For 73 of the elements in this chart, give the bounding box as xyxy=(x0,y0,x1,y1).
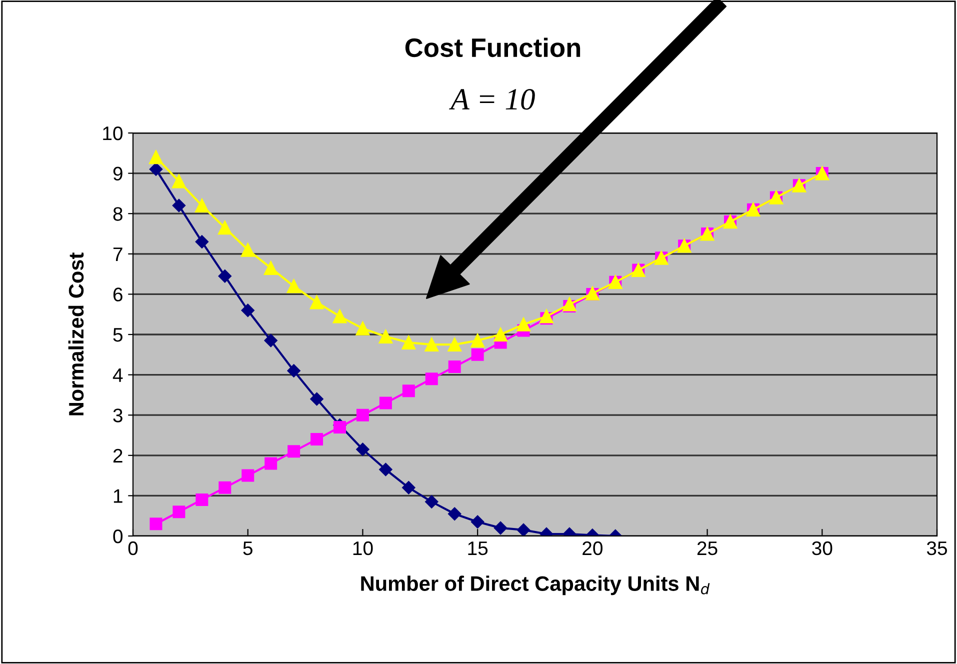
point xyxy=(172,506,186,518)
y-tick-label: 0 xyxy=(113,529,123,544)
x-tick-label: 35 xyxy=(926,541,947,556)
point xyxy=(424,338,439,352)
x-axis-title: Number of Direct Capacity Units N$_{d}$ xyxy=(361,576,710,596)
point xyxy=(241,304,254,317)
y-tick-label: 9 xyxy=(113,166,122,181)
point xyxy=(218,481,232,494)
point xyxy=(264,457,278,470)
y-tick-label: 3 xyxy=(113,408,122,422)
point xyxy=(516,317,530,332)
point xyxy=(150,518,162,530)
point xyxy=(379,462,392,476)
y-tick-label: 6 xyxy=(113,288,122,302)
point xyxy=(242,469,254,482)
point xyxy=(310,295,324,310)
point xyxy=(333,420,346,434)
y-tick-label: 1 xyxy=(114,489,122,503)
point xyxy=(402,481,416,494)
point xyxy=(470,334,485,348)
point xyxy=(425,372,438,386)
y-tick-label: 10 xyxy=(103,126,123,140)
point xyxy=(562,297,576,312)
chart-subtitle: A = 10 xyxy=(449,89,535,110)
point xyxy=(402,384,415,398)
x-tick-label: 25 xyxy=(697,541,718,556)
point xyxy=(218,269,232,283)
point xyxy=(448,360,461,373)
x-tick-label: 0 xyxy=(128,541,138,556)
point xyxy=(356,322,370,336)
chart-title: Cost Function xyxy=(405,38,580,58)
point xyxy=(172,198,186,212)
point xyxy=(471,348,484,361)
point xyxy=(149,150,163,164)
point xyxy=(149,162,163,176)
point xyxy=(218,220,232,235)
point xyxy=(470,515,484,528)
x-tick-label: 10 xyxy=(353,541,373,556)
y-tick-label: 7 xyxy=(113,248,122,261)
point xyxy=(264,334,278,348)
y-axis-title: Normalized Cost xyxy=(68,252,84,416)
point xyxy=(332,309,347,324)
point xyxy=(310,392,324,406)
point xyxy=(195,235,208,248)
x-tick-label: 20 xyxy=(582,541,602,556)
point xyxy=(286,279,301,294)
x-tick-label: 30 xyxy=(812,541,832,556)
point xyxy=(448,507,462,520)
point xyxy=(287,364,300,378)
point xyxy=(310,433,324,446)
point xyxy=(196,493,208,506)
point xyxy=(379,396,392,410)
point xyxy=(448,338,462,352)
point xyxy=(516,523,530,536)
point xyxy=(264,261,278,275)
y-tick-label: 5 xyxy=(113,328,122,342)
point xyxy=(494,328,508,342)
y-tick-label: 4 xyxy=(112,368,123,382)
point xyxy=(425,495,438,508)
point xyxy=(494,521,508,535)
point xyxy=(288,445,300,458)
point xyxy=(240,242,255,257)
y-tick-label: 8 xyxy=(113,207,122,221)
point xyxy=(194,198,209,212)
point xyxy=(172,174,186,188)
point xyxy=(402,336,416,350)
y-tick-label: 2 xyxy=(113,448,122,462)
point xyxy=(356,408,369,422)
point xyxy=(540,309,554,324)
x-tick-label: 5 xyxy=(243,542,252,556)
point xyxy=(378,330,393,344)
x-tick-label: 15 xyxy=(468,542,488,556)
point xyxy=(356,442,370,456)
